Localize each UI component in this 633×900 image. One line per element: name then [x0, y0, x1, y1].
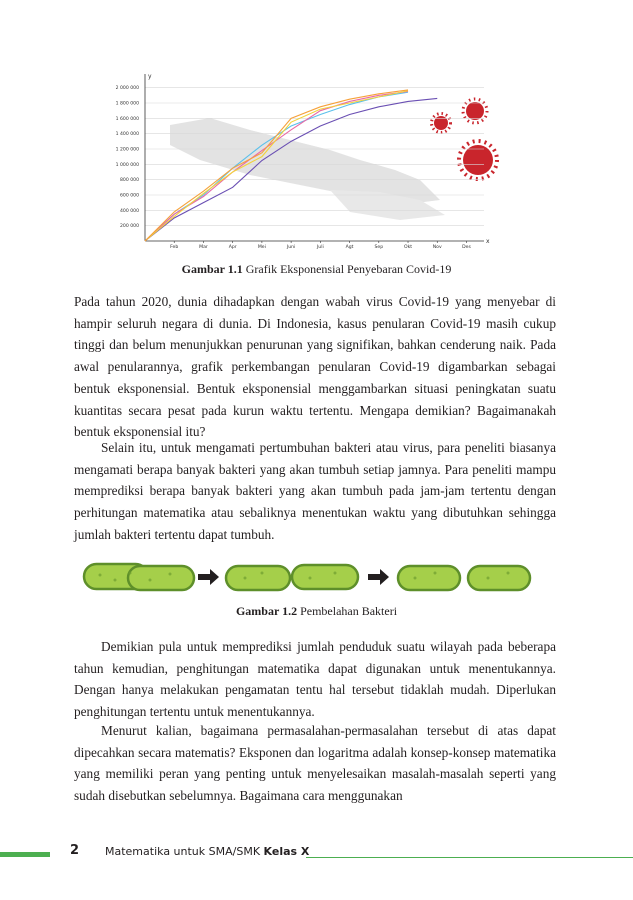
line: [144, 97, 438, 242]
paragraph: Menurut kalian, bagaimana permasalahan-p…: [74, 723, 556, 804]
caption-label: Gambar 1.1: [181, 262, 243, 276]
x-tick-label: Apr: [229, 244, 237, 250]
y-tick-label: 400 000: [120, 208, 139, 214]
map-background: [330, 190, 445, 220]
y-tick-label: 1 600 000: [116, 116, 139, 122]
caption: Gambar 1.1 Grafik Eksponensial Penyebara…: [0, 262, 633, 277]
y-tick-label: 800 000: [120, 177, 139, 183]
y-tick-label: 1 800 000: [116, 101, 139, 107]
footer-line: [306, 857, 633, 858]
x-tick-label: Juni: [286, 244, 295, 250]
caption-text: Pembelahan Bakteri: [300, 604, 398, 618]
x-axis-label: x: [486, 238, 490, 245]
x-tick-label: Des: [462, 244, 471, 250]
x-tick-label: Mar: [199, 244, 208, 250]
paragraph: Demikian pula untuk memprediksi jumlah p…: [74, 639, 556, 720]
x-tick-label: Feb: [170, 244, 178, 250]
line: [144, 90, 409, 242]
footer-bar: [0, 852, 50, 857]
x-tick-label: Mei: [258, 244, 266, 250]
x-tick-label: Okt: [404, 244, 412, 250]
footer-class: Kelas X: [263, 845, 310, 858]
y-tick-label: 1 400 000: [116, 131, 139, 137]
paragraph: Pada tahun 2020, dunia dihadapkan dengan…: [74, 294, 556, 440]
x-tick-label: Nov: [433, 244, 442, 250]
y-tick-label: 600 000: [120, 193, 139, 199]
bacteria-figure: [82, 562, 532, 592]
x-tick-label: Sep: [374, 244, 383, 250]
caption-label: Gambar 1.2: [235, 604, 298, 618]
figure-chart: 200 000 400 000 600 000 800 000 1 000 000 1 2…: [116, 73, 499, 250]
y-tick-label: 1 000 000: [116, 162, 139, 168]
x-tick-label: Agt: [346, 244, 354, 250]
page-number: 2: [70, 843, 80, 858]
x-tick-label: Juli: [316, 244, 324, 250]
caption: Gambar 1.2 Pembelahan Bakteri: [0, 604, 633, 619]
y-tick-label: 2 000 000: [116, 85, 139, 91]
line: [144, 89, 409, 242]
footer-title: Matematika untuk SMA/SMK Kelas X: [105, 845, 309, 858]
footer-book: Matematika untuk SMA/SMK: [105, 845, 261, 858]
virus: [430, 97, 499, 181]
paragraph: Selain itu, untuk mengamati pertumbuhan …: [74, 440, 556, 542]
y-axis-label: y: [148, 73, 152, 80]
caption-text: Grafik Eksponensial Penyebaran Covid-19: [245, 262, 452, 276]
y-tick-label: 1 200 000: [116, 147, 139, 153]
y-tick-label: 200 000: [120, 223, 139, 229]
map-background: [170, 118, 440, 205]
